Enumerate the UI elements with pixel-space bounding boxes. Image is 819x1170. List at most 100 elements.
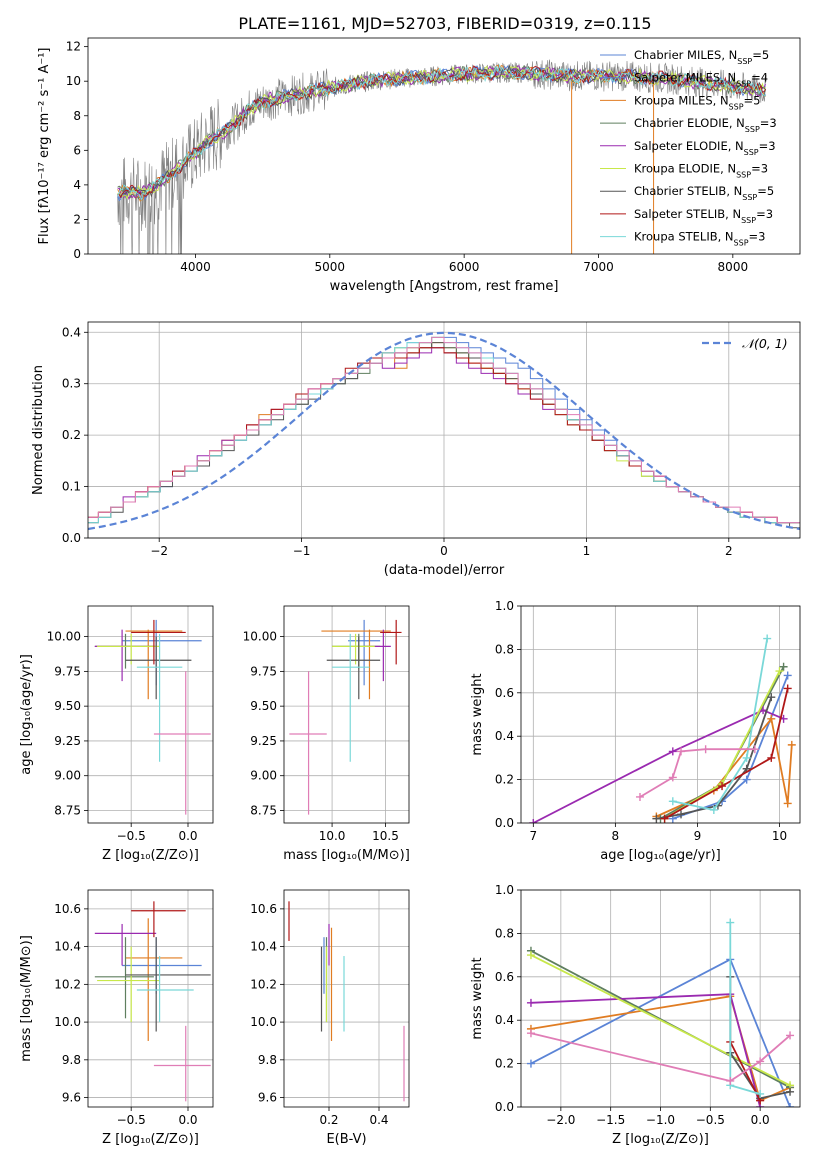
y-tick-label: 9.6 [62, 1091, 81, 1105]
legend-entry: Salpeter MILES, NSSP=4 [634, 71, 768, 89]
weight-marker [750, 745, 759, 754]
weight-series-line [530, 1032, 791, 1082]
weight-marker [526, 951, 535, 960]
x-tick-label: 0 [440, 544, 448, 558]
mass_vs_Z-axes: −0.5 0.0 9.6 9.8 10.0 10.2 10.4 10.6 Z [log₁₀(Z/… [19, 890, 213, 1147]
histogram-series [88, 336, 800, 524]
weight-marker [701, 745, 710, 754]
y-tick-label: 0.1 [62, 480, 81, 494]
massweight_vs_age-data [529, 634, 796, 823]
x-axis-label: Z [log₁₀(Z/Z⊙)] [102, 1132, 199, 1147]
x-axis-label: age [log₁₀(age/yr)] [600, 848, 721, 863]
y-tick-label: 0.6 [495, 970, 514, 984]
x-tick-label: −0.5 [117, 829, 146, 843]
spectrum-data [117, 59, 767, 254]
weight-marker [742, 753, 751, 762]
x-tick-label: 8000 [718, 260, 749, 274]
page-title: PLATE=1161, MJD=52703, FIBERID=0319, z=0… [238, 14, 651, 33]
y-axis-label: mass weight [470, 957, 485, 1039]
residual-frame [87, 321, 801, 539]
y-tick-label: 10.00 [47, 630, 81, 644]
x-axis-label: Z [log₁₀(Z/Z⊙)] [102, 848, 199, 863]
legend-entry: 𝒩(0, 1) [742, 336, 788, 351]
weight-marker [767, 693, 776, 702]
y-tick-label: 9.75 [54, 664, 81, 678]
weight-series-line [672, 638, 769, 812]
age_vs_Z-data [94, 619, 211, 815]
weight-marker [742, 775, 751, 784]
weight-marker [779, 662, 788, 671]
y-tick-label: 0.2 [62, 428, 81, 442]
x-tick-label: 5000 [315, 260, 346, 274]
y-tick-label: 0.3 [62, 377, 81, 391]
x-axis-label: mass [log₁₀(M/M⊙)] [283, 848, 410, 863]
y-tick-label: 0 [73, 247, 81, 261]
y-tick-label: 1.0 [495, 599, 514, 613]
y-tick-label: 0.0 [62, 531, 81, 545]
residuals-axes: −2 −1 0 1 2 0.0 0.1 0.2 0.3 0.4 (data-model)/error… [31, 322, 800, 578]
y-axis-label: mass [log₁₀(M/M⊙)] [19, 935, 34, 1062]
legend-entry: Chabrier MILES, NSSP=5 [634, 48, 769, 66]
weight-marker [652, 814, 661, 823]
legend-entry: Salpeter ELODIE, NSSP=3 [634, 139, 776, 157]
x-tick-label: −1.0 [646, 1113, 675, 1127]
x-axis-label: wavelength [Angstrom, rest frame] [330, 279, 559, 294]
y-tick-label: 9.8 [62, 1053, 81, 1067]
massweight_vs_Z-frame [520, 889, 801, 1108]
residual-data [88, 331, 800, 531]
massweight_vs_age-axes: 7 8 9 10 0.0 0.2 0.4 0.6 0.8 1.0 age [log₁₀(age/yr… [470, 599, 800, 863]
mass_vs_Z-frame [87, 889, 214, 1108]
y-tick-label: 0.0 [495, 816, 514, 830]
y-tick-label: 10.6 [250, 902, 277, 916]
weight-marker [726, 918, 735, 927]
y-tick-label: 0.4 [62, 325, 81, 339]
y-tick-label: 10.00 [243, 630, 277, 644]
y-tick-label: 9.8 [258, 1053, 277, 1067]
x-axis-label: Z [log₁₀(Z/Z⊙)] [612, 1132, 709, 1147]
y-tick-label: 9.50 [54, 699, 81, 713]
spectrum-legend: Chabrier MILES, NSSP=5 Salpeter MILES, NS… [600, 48, 777, 247]
x-tick-label: −1.5 [596, 1113, 625, 1127]
weight-marker [668, 797, 677, 806]
weight-marker [767, 714, 776, 723]
model-spectrum-line [117, 63, 766, 202]
weight-marker [783, 799, 792, 808]
weight-marker [786, 1103, 795, 1107]
weight-marker [668, 773, 677, 782]
y-tick-label: 0.6 [495, 686, 514, 700]
weight-marker [718, 782, 727, 791]
mass_vs_EBV-frame [283, 889, 410, 1108]
y-tick-label: 0.8 [495, 642, 514, 656]
y-tick-label: 10.0 [250, 1015, 277, 1029]
massweight_vs_age-frame [520, 605, 801, 824]
y-tick-label: 10.6 [54, 902, 81, 916]
y-tick-label: 9.6 [258, 1091, 277, 1105]
x-tick-label: 7 [529, 829, 537, 843]
mass_vs_EBV-axes: 0.2 0.4 9.6 9.8 10.0 10.2 10.4 10.6 E(B-V) [250, 890, 409, 1147]
weight-marker [756, 1089, 765, 1098]
y-tick-label: 6 [73, 143, 81, 157]
weight-marker [726, 1076, 735, 1085]
weight-series-line [664, 688, 789, 820]
weight-marker [783, 671, 792, 680]
y-tick-label: 9.00 [54, 769, 81, 783]
massweight_vs_Z-axes: −2.0 −1.5 −1.0 −0.5 0.0 0.0 0.2 0.4 0.6 0.8 1.0 Z [… [470, 883, 800, 1147]
x-tick-label: 2 [725, 544, 733, 558]
weight-series-line [530, 950, 791, 1089]
y-tick-label: 10.4 [250, 940, 277, 954]
weight-marker [526, 1029, 535, 1038]
x-tick-label: 0.0 [178, 829, 197, 843]
weight-marker [756, 1057, 765, 1066]
weight-marker [529, 819, 538, 823]
y-tick-label: 10 [66, 74, 81, 88]
weight-series-line [530, 954, 791, 1087]
x-tick-label: 0.0 [178, 1113, 197, 1127]
x-tick-label: −1 [293, 544, 311, 558]
spectrum-frame [87, 37, 801, 255]
legend-entry: Kroupa STELIB, NSSP=3 [634, 230, 765, 248]
y-tick-label: 9.25 [54, 734, 81, 748]
x-tick-label: 0.4 [369, 1113, 388, 1127]
y-tick-label: 9.25 [250, 734, 277, 748]
weight-marker [677, 810, 686, 819]
